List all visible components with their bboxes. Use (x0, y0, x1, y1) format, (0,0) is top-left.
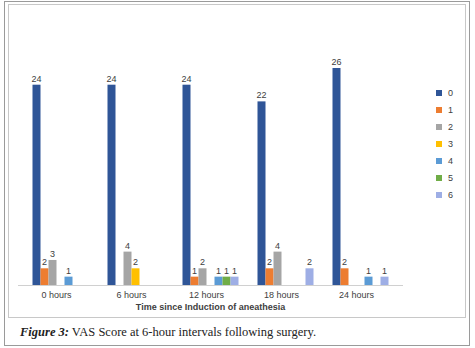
caption: Figure 3: VAS Score at 6-hour intervals … (19, 325, 316, 339)
bar (223, 277, 231, 285)
x-tick-label: 12 hours (189, 290, 225, 300)
legend-label: 2 (448, 122, 453, 132)
bar (215, 277, 223, 285)
bar (49, 260, 57, 285)
bar (274, 252, 282, 285)
data-label: 2 (133, 257, 138, 267)
legend-swatch (436, 90, 442, 96)
chart-frame (9, 5, 466, 318)
bar (258, 101, 266, 285)
figure: 242424222621223424211111210 hours6 hours… (0, 0, 475, 348)
data-label: 26 (331, 57, 341, 67)
data-label: 2 (342, 257, 347, 267)
bar (341, 268, 349, 285)
legend-label: 5 (448, 173, 453, 183)
x-tick-label: 6 hours (116, 290, 147, 300)
data-label: 3 (50, 249, 55, 259)
bar (381, 277, 389, 285)
data-labels: 24242422262122342421111121 (31, 57, 387, 276)
x-axis-line (18, 285, 403, 286)
bar (132, 268, 140, 285)
data-label: 22 (256, 90, 266, 100)
bar (65, 277, 73, 285)
data-label: 1 (66, 266, 71, 276)
data-label: 2 (42, 257, 47, 267)
data-label: 1 (232, 266, 237, 276)
caption-text: VAS Score at 6-hour intervals following … (69, 325, 316, 339)
x-axis-title: Time since Induction of aneathesia (136, 302, 286, 312)
bar (33, 85, 41, 285)
bar (231, 277, 239, 285)
bar (191, 277, 199, 285)
data-label: 1 (382, 266, 387, 276)
legend-swatch (436, 141, 442, 147)
legend-label: 1 (448, 105, 453, 115)
legend-swatch (436, 124, 442, 130)
bar (41, 268, 49, 285)
bar (333, 68, 341, 285)
bar (306, 268, 314, 285)
legend-swatch (436, 192, 442, 198)
data-label: 1 (224, 266, 229, 276)
data-label: 24 (106, 74, 116, 84)
bar (124, 252, 132, 285)
legend-label: 3 (448, 139, 453, 149)
legend-swatch (436, 175, 442, 181)
legend-label: 0 (448, 88, 453, 98)
bar (365, 277, 373, 285)
legend: 0 1 2 3 4 5 6 (436, 88, 453, 200)
data-label: 1 (366, 266, 371, 276)
legend-label: 4 (448, 156, 453, 166)
data-label: 2 (307, 257, 312, 267)
bars (33, 68, 389, 285)
x-tick-label: 18 hours (264, 290, 300, 300)
data-label: 1 (216, 266, 221, 276)
x-tick-label: 0 hours (41, 290, 72, 300)
x-tick-label: 24 hours (339, 290, 375, 300)
data-label: 4 (125, 241, 130, 251)
legend-swatch (436, 158, 442, 164)
data-label: 2 (200, 257, 205, 267)
legend-label: 6 (448, 190, 453, 200)
data-label: 1 (192, 266, 197, 276)
legend-swatch (436, 107, 442, 113)
data-label: 24 (181, 74, 191, 84)
bar (183, 85, 191, 285)
data-label: 2 (267, 257, 272, 267)
bar (199, 268, 207, 285)
bar (266, 268, 274, 285)
figure-frame (5, 2, 470, 346)
caption-lead: Figure 3: (19, 325, 69, 339)
chart-svg: 242424222621223424211111210 hours6 hours… (0, 0, 475, 348)
data-label: 4 (275, 241, 280, 251)
bar (108, 85, 116, 285)
data-label: 24 (31, 74, 41, 84)
